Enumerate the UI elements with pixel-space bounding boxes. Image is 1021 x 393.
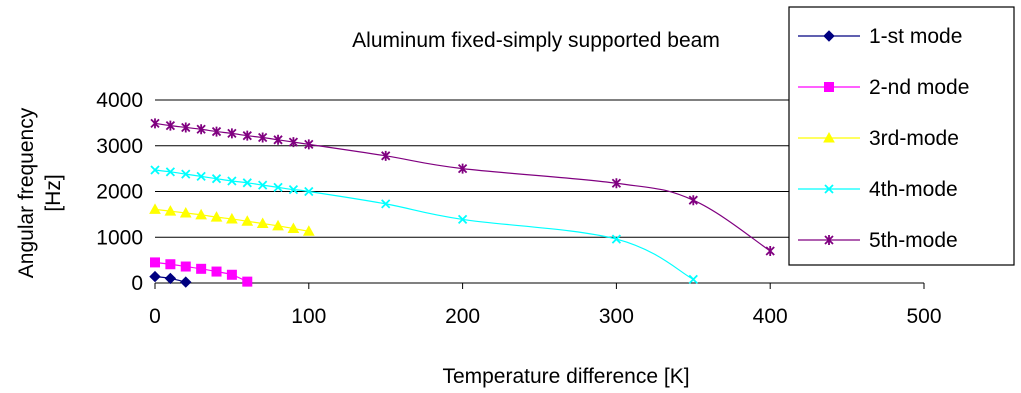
data-point bbox=[258, 180, 268, 190]
series-3 bbox=[149, 203, 315, 236]
x-tick-label: 200 bbox=[445, 305, 480, 328]
data-point bbox=[288, 137, 299, 148]
y-tick-label: 3000 bbox=[96, 135, 143, 158]
data-point bbox=[242, 130, 252, 141]
data-point bbox=[226, 212, 238, 224]
data-point bbox=[273, 182, 283, 193]
legend-swatch-marker bbox=[824, 82, 834, 92]
data-point bbox=[258, 132, 268, 143]
data-point bbox=[688, 274, 698, 284]
legend-item: 5th-mode bbox=[798, 229, 958, 252]
legend-item: 3rd-mode bbox=[798, 127, 959, 150]
data-point bbox=[180, 276, 192, 288]
data-point bbox=[196, 124, 206, 135]
y-tick-label: 0 bbox=[131, 272, 143, 295]
data-point bbox=[304, 186, 314, 197]
data-point bbox=[688, 195, 698, 206]
data-point bbox=[611, 178, 622, 189]
y-tick-label: 4000 bbox=[96, 89, 143, 112]
series-4 bbox=[150, 165, 698, 284]
data-point bbox=[288, 185, 299, 195]
data-point bbox=[165, 120, 176, 131]
data-point bbox=[242, 276, 253, 287]
data-point bbox=[179, 206, 192, 218]
data-point bbox=[210, 211, 223, 222]
legend-label: 3rd-mode bbox=[869, 127, 959, 150]
legend-swatch-marker bbox=[824, 184, 834, 194]
series-line bbox=[154, 122, 771, 252]
y-axis-label: Angular frequency [Hz] bbox=[15, 107, 65, 278]
legend-item: 1-st mode bbox=[798, 25, 962, 48]
data-point bbox=[273, 134, 283, 145]
data-point bbox=[765, 245, 775, 256]
legend-swatch-marker bbox=[824, 235, 834, 245]
x-tick-label: 0 bbox=[149, 305, 161, 328]
y-tick-label: 2000 bbox=[96, 181, 143, 204]
data-point bbox=[150, 257, 160, 268]
data-point bbox=[272, 219, 284, 231]
legend-swatch-marker bbox=[823, 30, 835, 42]
legend-label: 1-st mode bbox=[869, 25, 962, 48]
data-point bbox=[149, 203, 161, 214]
data-point bbox=[195, 208, 207, 220]
data-point bbox=[164, 205, 177, 216]
series-1 bbox=[149, 270, 192, 288]
legend-label: 4th-mode bbox=[869, 178, 958, 201]
data-point bbox=[196, 171, 206, 182]
data-point bbox=[457, 214, 468, 225]
legend-label: 2-nd mode bbox=[869, 76, 969, 99]
data-point bbox=[302, 225, 315, 236]
x-tick-label: 500 bbox=[906, 305, 941, 328]
y-axis-label-line-2: [Hz] bbox=[42, 174, 65, 211]
series-5 bbox=[150, 118, 775, 256]
data-point bbox=[181, 169, 191, 179]
plot-area: 0 1000 2000 3000 4000 0 100 200 300 400 500 bbox=[96, 89, 941, 328]
data-point bbox=[287, 222, 300, 234]
data-point bbox=[211, 266, 222, 277]
data-point bbox=[211, 126, 222, 137]
data-point bbox=[227, 176, 237, 186]
series-2 bbox=[150, 257, 253, 287]
legend-label: 5th-mode bbox=[869, 229, 958, 252]
data-point bbox=[242, 178, 252, 188]
data-point bbox=[381, 199, 391, 209]
data-point bbox=[304, 139, 314, 150]
data-point bbox=[211, 174, 222, 184]
legend-item: 4th-mode bbox=[798, 178, 958, 201]
data-point bbox=[227, 128, 237, 139]
data-point bbox=[150, 118, 160, 129]
data-point bbox=[180, 261, 191, 272]
data-point bbox=[181, 122, 191, 133]
x-axis-label: Temperature difference [K] bbox=[442, 365, 689, 388]
y-axis-label-line-1: Angular frequency bbox=[15, 107, 38, 278]
x-tick-label: 300 bbox=[599, 305, 634, 328]
data-point bbox=[457, 163, 468, 174]
y-tick-label: 1000 bbox=[96, 226, 143, 249]
data-point bbox=[165, 259, 176, 270]
legend-item: 2-nd mode bbox=[798, 76, 969, 99]
data-point bbox=[165, 167, 176, 177]
series-line bbox=[154, 169, 694, 280]
data-point bbox=[241, 215, 254, 226]
legend: 1-st mode 2-nd mode 3rd-mode 4th-mode 5th-mo… bbox=[788, 6, 1015, 266]
data-point bbox=[256, 217, 269, 229]
data-point bbox=[611, 234, 622, 244]
x-tick-label: 400 bbox=[753, 305, 788, 328]
data-point bbox=[226, 269, 237, 280]
data-point bbox=[150, 165, 160, 175]
data-point bbox=[381, 150, 391, 161]
legend-box bbox=[788, 6, 1015, 266]
data-point bbox=[196, 263, 207, 274]
data-point bbox=[149, 270, 161, 283]
legend-swatch-marker bbox=[823, 131, 835, 143]
chart-title: Aluminum fixed-simply supported beam bbox=[352, 29, 720, 52]
x-tick-label: 100 bbox=[291, 305, 326, 328]
data-point bbox=[164, 272, 177, 285]
